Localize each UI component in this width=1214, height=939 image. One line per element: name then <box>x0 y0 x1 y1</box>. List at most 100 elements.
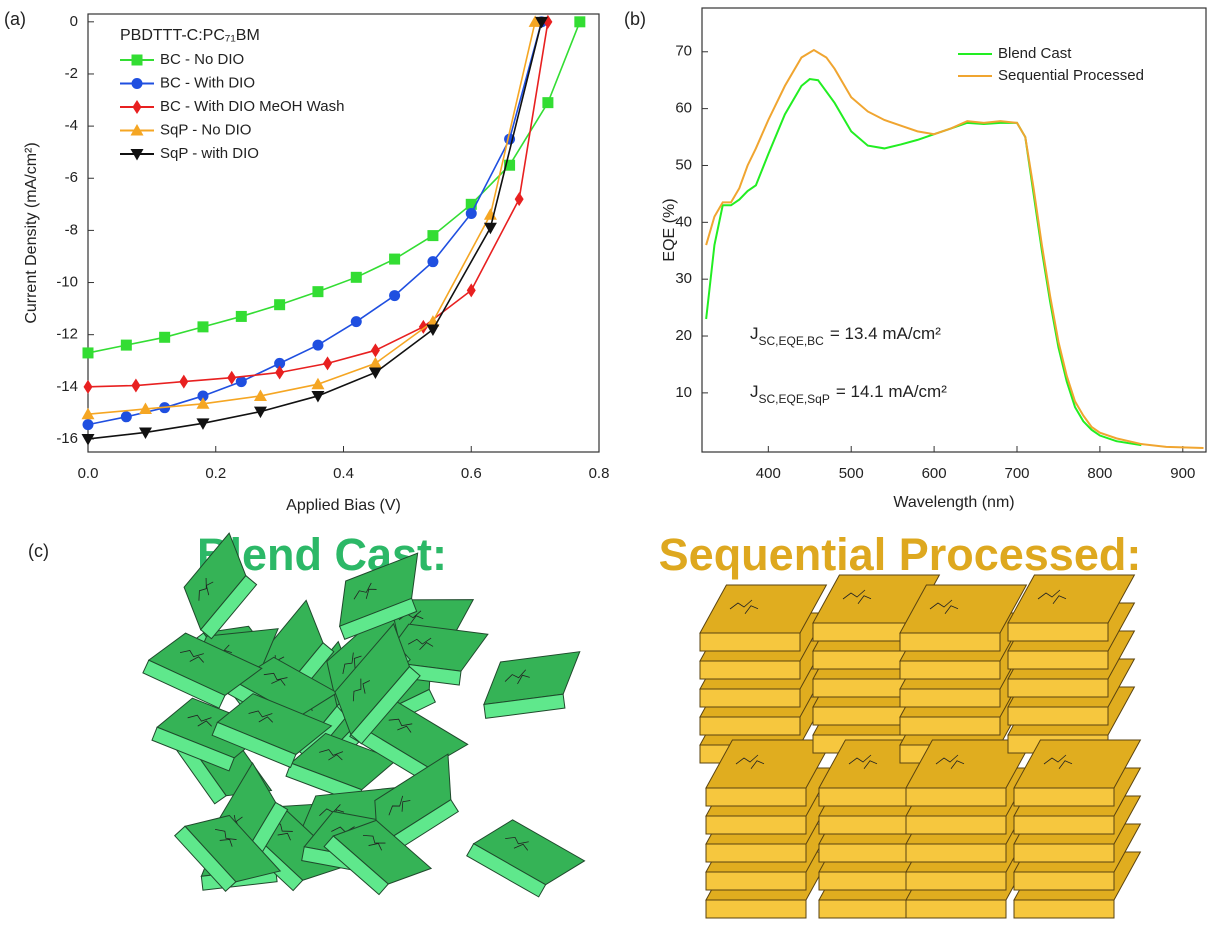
x-tick-label: 0.0 <box>78 465 99 482</box>
marker <box>427 256 439 268</box>
marker <box>574 16 586 28</box>
marker <box>465 207 477 219</box>
y-tick-label: -10 <box>56 274 78 291</box>
slab-side <box>818 787 920 807</box>
morphology-art <box>142 532 1142 919</box>
slab <box>174 814 282 892</box>
slab-side <box>338 597 418 640</box>
marker <box>312 339 324 351</box>
legend-label: BC - No DIO <box>160 51 244 68</box>
slab <box>812 574 941 642</box>
molecule-sketch <box>929 599 959 615</box>
molecule-sketch <box>729 599 759 615</box>
y-tick-label: 50 <box>675 156 692 173</box>
marker <box>131 378 141 393</box>
y-tick-label: 60 <box>675 100 692 117</box>
marker <box>197 390 209 402</box>
annotation: JSC,EQE,SqP = 14.1 mA/cm² <box>750 382 947 406</box>
slab-side <box>1013 815 1115 835</box>
y-tick-label: 30 <box>675 270 692 287</box>
y-tick-label: -2 <box>65 65 78 82</box>
marker <box>82 419 94 431</box>
slab <box>705 739 834 807</box>
y-tick-label: 0 <box>70 13 78 30</box>
marker <box>120 339 132 351</box>
marker <box>535 16 549 29</box>
y-tick-label: -4 <box>65 117 78 134</box>
marker <box>274 299 286 311</box>
molecule-sketch <box>505 836 529 851</box>
marker <box>197 321 209 333</box>
marker <box>466 283 476 298</box>
marker <box>132 100 142 114</box>
x-tick-label: 0.4 <box>333 465 354 482</box>
x-axis-label: Applied Bias (V) <box>286 497 401 514</box>
y-tick-label: -14 <box>56 378 78 395</box>
marker <box>504 159 516 171</box>
series-line <box>705 48 1204 450</box>
molecule-sketch <box>179 650 204 663</box>
slab <box>699 584 828 652</box>
legend-label: BC - With DIO MeOH Wash <box>160 98 344 115</box>
molecule-sketch <box>407 637 434 651</box>
slab-side <box>174 825 237 892</box>
marker <box>311 390 325 403</box>
molecule-sketch <box>198 578 214 601</box>
marker <box>235 376 247 388</box>
marker <box>179 374 189 389</box>
series-line <box>87 21 581 354</box>
slab-side <box>1013 899 1115 919</box>
slab-side <box>705 899 807 919</box>
molecule-sketch <box>504 669 530 685</box>
slab-side <box>705 815 807 835</box>
slab-side <box>899 716 1001 736</box>
y-tick-label: 40 <box>675 213 692 230</box>
slab-side <box>905 871 1007 891</box>
panel-label: (c) <box>28 541 49 561</box>
x-tick-label: 700 <box>1004 465 1029 482</box>
y-tick-label: -12 <box>56 326 78 343</box>
slab <box>183 532 258 640</box>
legend-label: SqP - with DIO <box>160 145 259 162</box>
slab-side <box>899 632 1001 652</box>
annotation: JSC,EQE,BC = 13.4 mA/cm² <box>750 324 941 348</box>
y-tick-label: 10 <box>675 384 692 401</box>
marker <box>196 418 210 430</box>
legend-title: PBDTTT-C:PC₇₁BM <box>120 27 260 44</box>
slab-side <box>699 716 801 736</box>
x-tick-label: 800 <box>1087 465 1112 482</box>
annotation-subscript: SC,EQE,SqP <box>759 392 830 406</box>
x-tick-label: 600 <box>922 465 947 482</box>
slab-side <box>211 721 297 769</box>
y-tick-label: -16 <box>56 430 78 447</box>
annotation-symbol: J <box>750 324 759 343</box>
molecule-sketch <box>848 754 878 770</box>
marker <box>83 379 93 394</box>
x-tick-label: 500 <box>839 465 864 482</box>
slab-side <box>323 835 389 896</box>
annotation-symbol: J <box>750 382 759 401</box>
slab-side <box>899 688 1001 708</box>
x-tick-label: 0.8 <box>589 465 610 482</box>
molecule-sketch <box>842 589 872 605</box>
slab-side <box>1007 650 1109 670</box>
slab-side <box>350 665 421 745</box>
slab-side <box>1013 843 1115 863</box>
slab <box>142 632 263 709</box>
y-tick-label: 20 <box>675 327 692 344</box>
x-tick-label: 0.2 <box>205 465 226 482</box>
slab <box>1013 739 1142 807</box>
molecule-sketch <box>319 749 344 761</box>
slab-side <box>483 693 566 719</box>
molecule-sketch <box>263 672 288 686</box>
slab-side <box>818 843 920 863</box>
marker <box>323 356 333 371</box>
slab-side <box>905 843 1007 863</box>
illustration-title: Sequential Processed: <box>659 529 1142 580</box>
series-line <box>705 78 1142 447</box>
marker <box>528 15 542 27</box>
slab-side <box>1013 787 1115 807</box>
y-axis-label: EQE (%) <box>661 198 678 261</box>
marker <box>427 230 439 242</box>
molecule-sketch <box>388 718 413 733</box>
